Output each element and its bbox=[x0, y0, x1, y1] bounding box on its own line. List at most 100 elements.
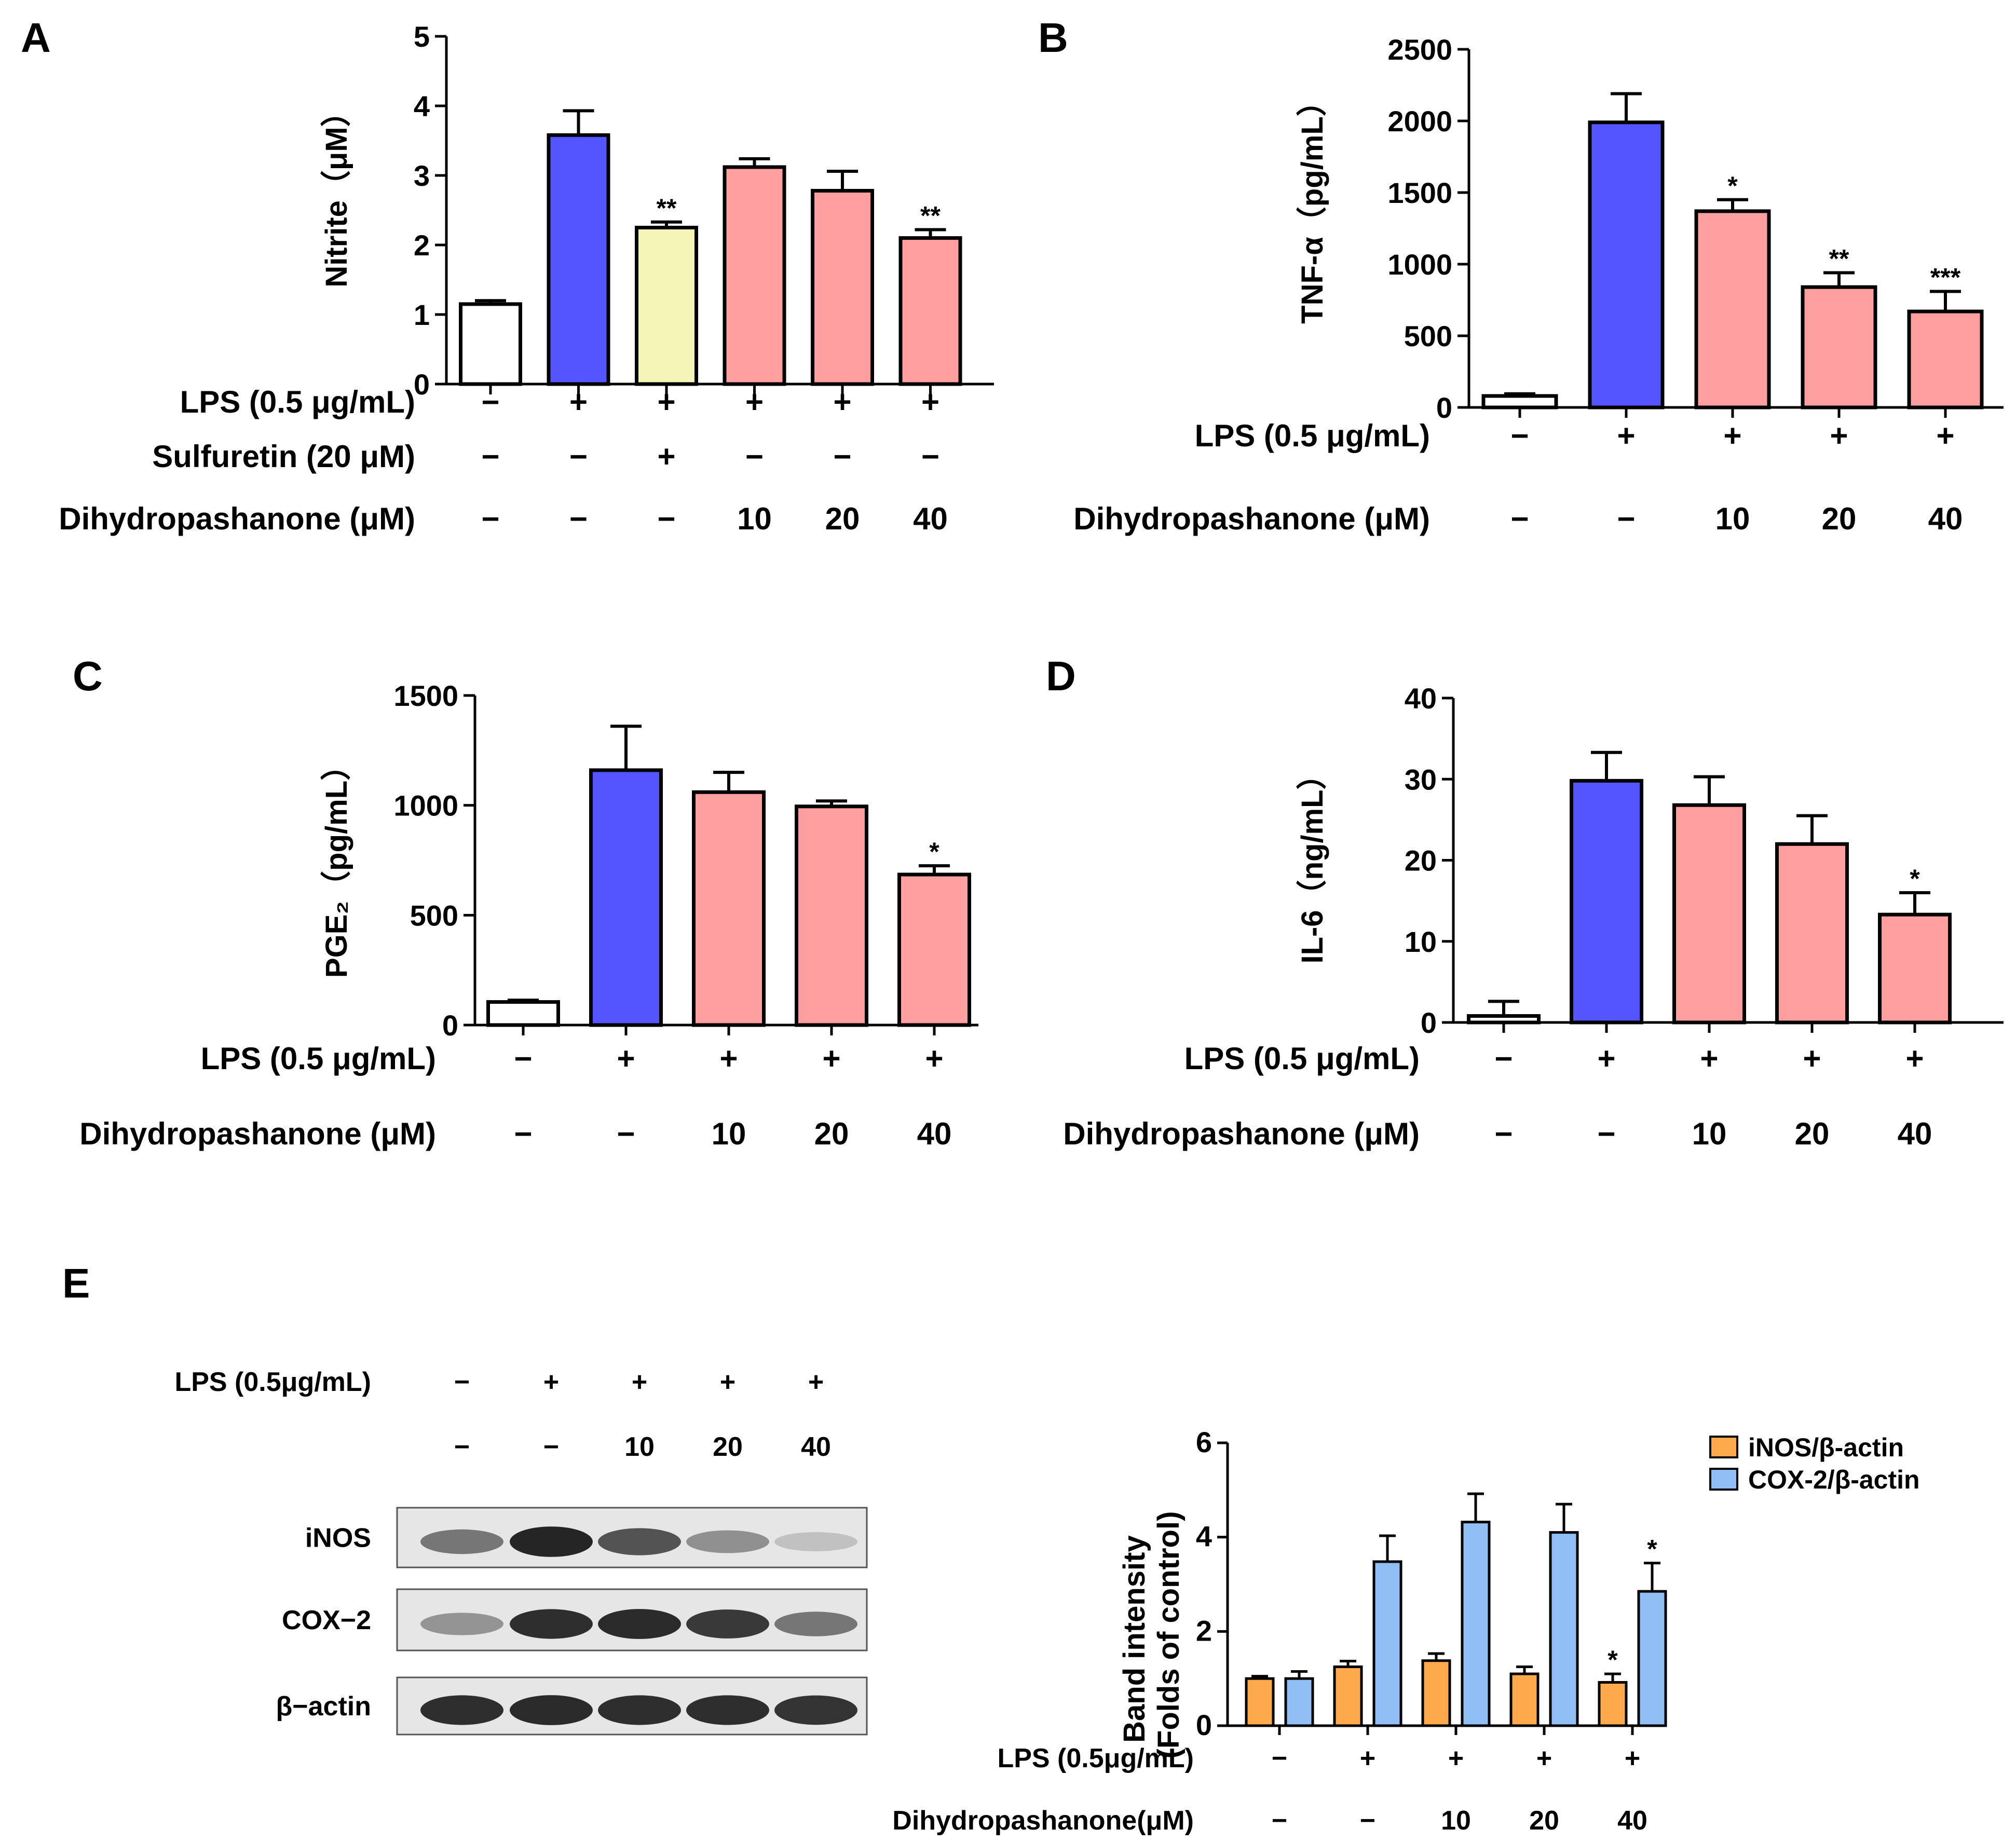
y-tick-label-d: 0 bbox=[1421, 1006, 1437, 1039]
condition-value-e: + bbox=[1536, 1743, 1552, 1773]
condition-table-c: LPS (0.5 μg/mL) − + + + + Dihydropashanone (μM… bbox=[79, 1041, 951, 1151]
condition-value-e: − bbox=[1272, 1743, 1287, 1773]
bar-e-cox2 bbox=[1549, 1531, 1579, 1727]
bar-c bbox=[795, 804, 868, 1027]
y-axis-label-a: Nitrite（μM） bbox=[320, 97, 353, 287]
bar-b bbox=[1694, 209, 1771, 409]
condition-label-b: Dihydropashanone (μM) bbox=[1073, 501, 1430, 536]
bar-e-cox2 bbox=[1461, 1521, 1491, 1727]
bar-d bbox=[1775, 842, 1849, 1025]
condition-table-a: LPS (0.5 μg/mL) − + + + + + Sulfuretin (20 μM) −… bbox=[59, 385, 948, 536]
bar-e-inos bbox=[1245, 1677, 1275, 1727]
panel-b: B TNF-α（pg/mL） 05001000150020002500*****… bbox=[1038, 15, 2004, 536]
legend-swatch-e bbox=[1709, 1468, 1738, 1491]
panel-c: C PGE₂（pg/mL） 0 500 1000 1500 * LPS (0.5 μg/… bbox=[73, 653, 978, 1151]
condition-value-a: − bbox=[569, 439, 588, 474]
panel-d: D IL-6（ng/mL） 0 10 20 30 40 * LPS (0.5 μg/mL)… bbox=[1046, 653, 2004, 1151]
blot-condition-value: + bbox=[543, 1367, 559, 1397]
bar-e-inos bbox=[1333, 1665, 1363, 1727]
bar-c bbox=[897, 872, 971, 1027]
condition-label-a: Sulfuretin (20 μM) bbox=[152, 439, 415, 474]
condition-label-a: Dihydropashanone (μM) bbox=[59, 501, 415, 536]
y-tick-label-d: 10 bbox=[1405, 925, 1437, 958]
condition-label-a: LPS (0.5 μg/mL) bbox=[180, 385, 415, 419]
bar-e-cox2 bbox=[1372, 1560, 1402, 1727]
y-axis-label-c: PGE₂（pg/mL） bbox=[320, 750, 353, 978]
condition-value-d: − bbox=[1597, 1116, 1615, 1151]
panel-letter-c: C bbox=[73, 653, 103, 699]
condition-value-d: + bbox=[1597, 1041, 1615, 1076]
condition-value-d: 40 bbox=[1898, 1116, 1932, 1151]
condition-value-b: + bbox=[1723, 418, 1741, 453]
condition-value-a: 10 bbox=[737, 501, 772, 536]
bar-d bbox=[1570, 779, 1643, 1025]
condition-value-d: − bbox=[1494, 1041, 1513, 1076]
condition-value-e: 10 bbox=[1441, 1806, 1471, 1836]
condition-value-a: − bbox=[569, 501, 588, 536]
western-blot-conditions: LPS (0.5μg/mL) − + + + + − − 10 20 40 bbox=[174, 1367, 830, 1462]
y-tick-label-a: 1 bbox=[414, 298, 430, 331]
panel-letter-a: A bbox=[21, 15, 51, 61]
condition-value-b: + bbox=[1617, 418, 1635, 453]
blot-protein-label: COX−2 bbox=[282, 1605, 371, 1635]
condition-label-e: LPS (0.5μg/mL) bbox=[997, 1743, 1194, 1773]
blot-band bbox=[598, 1609, 681, 1639]
y-tick-label-b: 0 bbox=[1436, 391, 1452, 424]
bar-a bbox=[459, 302, 522, 386]
legend-label-e: iNOS/β-actin bbox=[1748, 1433, 1904, 1462]
significance-marker-b: ** bbox=[1829, 244, 1849, 274]
blot-band bbox=[510, 1526, 593, 1557]
condition-value-a: − bbox=[481, 385, 499, 419]
blot-band bbox=[598, 1695, 681, 1725]
y-tick-label-b: 500 bbox=[1404, 320, 1452, 352]
condition-value-a: + bbox=[569, 385, 588, 419]
bar-a bbox=[547, 133, 610, 386]
condition-value-c: − bbox=[514, 1116, 532, 1151]
condition-value-c: 40 bbox=[917, 1116, 952, 1151]
condition-value-a: + bbox=[657, 385, 675, 419]
blot-band bbox=[420, 1613, 503, 1635]
legend-label-e: COX-2/β-actin bbox=[1748, 1465, 1920, 1494]
y-tick-label-b: 1000 bbox=[1387, 248, 1452, 281]
condition-table-e: LPS (0.5μg/mL) − + + + + Dihydropashanone(μM) −… bbox=[892, 1743, 1647, 1836]
bar-a bbox=[723, 165, 786, 386]
condition-value-a: − bbox=[745, 439, 764, 474]
condition-value-b: − bbox=[1617, 501, 1635, 536]
condition-value-a: 40 bbox=[913, 501, 948, 536]
bar-c bbox=[692, 790, 766, 1027]
blot-protein-label: β−actin bbox=[276, 1691, 371, 1722]
blot-band bbox=[774, 1695, 857, 1725]
condition-value-a: + bbox=[657, 439, 675, 474]
blot-condition-value: 40 bbox=[801, 1432, 831, 1462]
blot-band bbox=[420, 1529, 503, 1554]
condition-value-b: − bbox=[1510, 418, 1529, 453]
condition-value-e: 40 bbox=[1617, 1806, 1647, 1836]
significance-marker-c: * bbox=[929, 837, 939, 866]
significance-marker-a: ** bbox=[657, 194, 677, 223]
y-tick-label-e: 0 bbox=[1196, 1709, 1212, 1741]
panel-a: A Nitrite（μM） 0 1 2 3 4 5 ** ** LPS (0.5 μg/mL)… bbox=[21, 15, 994, 536]
y-tick-label-d: 30 bbox=[1405, 763, 1437, 796]
blot-condition-value: + bbox=[720, 1367, 735, 1397]
bar-e-inos bbox=[1598, 1681, 1628, 1727]
condition-value-c: 10 bbox=[712, 1116, 746, 1151]
plot-area-d: 0 10 20 30 40 * bbox=[1405, 682, 2004, 1039]
bar-b bbox=[1907, 309, 1984, 409]
significance-marker-b: * bbox=[1727, 171, 1738, 200]
condition-table-d: LPS (0.5 μg/mL) − + + + + Dihydropashanone (μM… bbox=[1063, 1041, 1932, 1151]
blot-band bbox=[774, 1612, 857, 1636]
condition-value-e: − bbox=[1360, 1806, 1375, 1836]
condition-value-c: − bbox=[617, 1116, 635, 1151]
blot-band bbox=[510, 1695, 593, 1725]
condition-value-a: − bbox=[921, 439, 939, 474]
condition-value-b: − bbox=[1510, 501, 1529, 536]
blot-band bbox=[686, 1695, 769, 1725]
condition-value-c: + bbox=[822, 1041, 840, 1076]
blot-band bbox=[686, 1530, 769, 1553]
blot-band bbox=[420, 1695, 503, 1725]
condition-value-b: + bbox=[1830, 418, 1848, 453]
condition-value-a: − bbox=[481, 501, 499, 536]
panel-letter-d: D bbox=[1046, 653, 1076, 699]
